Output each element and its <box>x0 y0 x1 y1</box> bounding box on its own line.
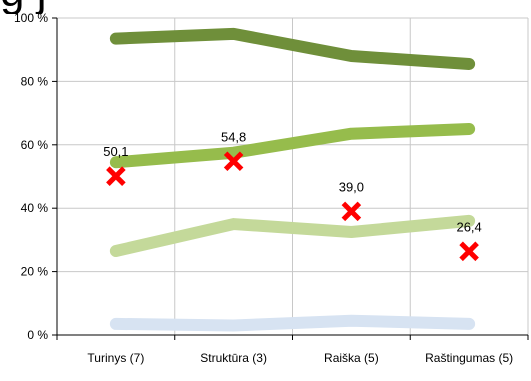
y-tick-label: 0 % <box>27 328 48 342</box>
marker-x-stroke <box>106 166 126 186</box>
x-tick-label: Raiška (5) <box>324 351 379 365</box>
marker-x-stroke <box>223 151 244 172</box>
marker-value-label: 39,0 <box>339 179 364 194</box>
y-tick-label: 20 % <box>21 265 49 279</box>
x-tick-label: Turinys (7) <box>87 351 144 365</box>
series-line-1 <box>109 27 476 70</box>
x-tick-label: Struktūra (3) <box>200 351 267 365</box>
marker-x <box>341 201 362 222</box>
series-line-3 <box>109 214 476 257</box>
marker-x-stroke <box>459 241 479 262</box>
marker-x <box>459 241 479 262</box>
series-line-2 <box>109 122 476 169</box>
y-tick-label: 100 % <box>14 11 48 25</box>
marker-value-label: 50,1 <box>103 144 128 159</box>
marker-x <box>106 166 126 186</box>
series-line-4 <box>109 314 476 332</box>
y-tick-label: 80 % <box>21 74 49 88</box>
marker-x <box>223 151 244 172</box>
marker-value-label: 26,4 <box>456 219 481 234</box>
marker-x-stroke <box>341 201 362 222</box>
marker-value-label: 54,8 <box>221 129 246 144</box>
y-tick-label: 40 % <box>21 201 49 215</box>
chart-title-fragment: g j <box>0 0 531 14</box>
y-tick-label: 60 % <box>21 138 49 152</box>
x-tick-label: Raštingumas (5) <box>425 351 513 365</box>
